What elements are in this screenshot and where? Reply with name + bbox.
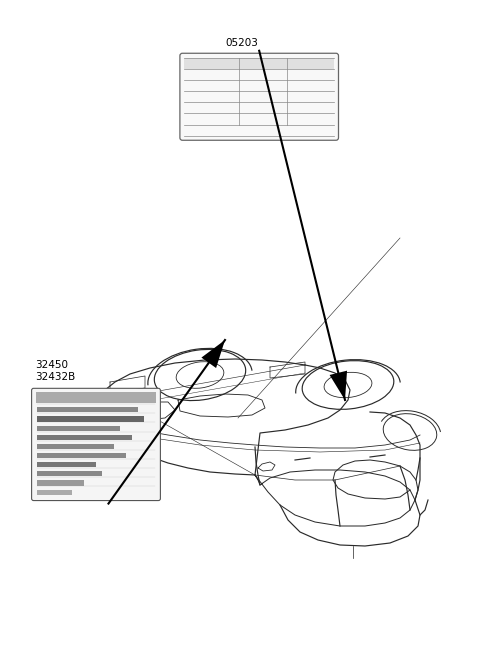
Polygon shape — [202, 340, 225, 368]
Bar — [36, 435, 132, 440]
Bar — [36, 417, 144, 422]
FancyBboxPatch shape — [180, 53, 338, 140]
FancyBboxPatch shape — [32, 388, 160, 501]
Bar — [36, 471, 102, 476]
Text: 32432B: 32432B — [36, 373, 76, 382]
Polygon shape — [330, 371, 347, 400]
Bar — [184, 58, 334, 69]
Bar — [36, 462, 96, 467]
Text: 32450: 32450 — [36, 360, 69, 371]
Bar — [36, 426, 120, 430]
Bar — [36, 480, 84, 485]
Bar — [36, 392, 156, 403]
Bar — [36, 489, 72, 495]
Bar — [36, 407, 138, 413]
Bar — [36, 453, 126, 458]
Bar — [36, 444, 114, 449]
Text: 05203: 05203 — [226, 38, 258, 48]
